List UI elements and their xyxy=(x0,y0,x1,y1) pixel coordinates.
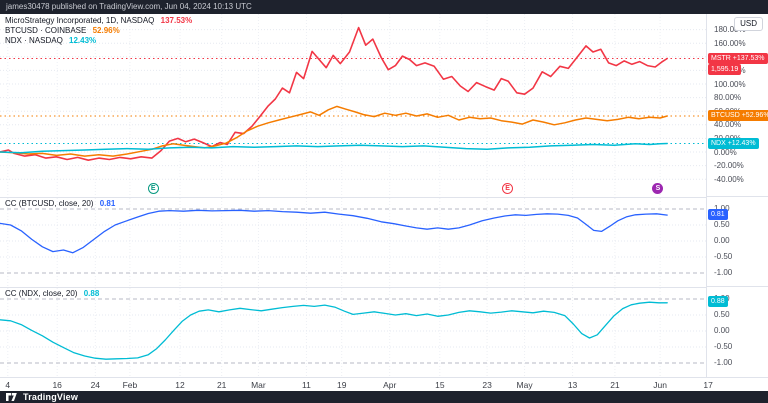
chart-legend: MicroStrategy Incorporated, 1D, NASDAQ 1… xyxy=(5,16,192,46)
cc-btcusd-canvas[interactable] xyxy=(0,198,706,288)
time-tick-label: 15 xyxy=(435,380,445,390)
time-tick-label: 21 xyxy=(610,380,620,390)
price-tick-label: 0.00 xyxy=(714,235,730,245)
price-scale-cc-btcusd[interactable]: 1.00 0.50 0.00 -0.50 -1.00 0.81 xyxy=(707,197,768,287)
time-tick-label: 17 xyxy=(703,380,713,390)
price-tick-label: 100.00% xyxy=(714,79,746,89)
legend-symbol-change: 137.53% xyxy=(160,16,193,25)
brand-bar: TradingView xyxy=(0,391,768,403)
indicator-title: CC (BTCUSD, close, 20) xyxy=(5,199,94,208)
earnings-marker-icon[interactable]: E xyxy=(147,183,159,194)
price-tick-label: -1.00 xyxy=(714,357,733,367)
price-badge: MSTR +137.53% xyxy=(708,52,768,64)
price-badge: 0.88 xyxy=(708,296,728,308)
cc-btcusd-legend[interactable]: CC (BTCUSD, close, 20) 0.81 xyxy=(5,199,115,209)
price-badge: 0.81 xyxy=(708,208,728,220)
price-tick-label: -40.00% xyxy=(714,174,744,184)
legend-symbol-title: NDX · NASDAQ xyxy=(5,36,63,45)
legend-item-btcusd[interactable]: BTCUSD · COINBASE 52.96% xyxy=(5,26,192,36)
time-tick-label: 13 xyxy=(567,380,578,390)
time-tick-month: Feb xyxy=(122,380,138,390)
legend-symbol-title: BTCUSD · COINBASE xyxy=(5,26,87,35)
time-tick-label: 16 xyxy=(52,380,62,390)
main-price-pane[interactable]: E E S MicroStrategy Incorporated, 1D, NASD… xyxy=(0,14,706,197)
time-tick-month: May xyxy=(516,380,533,390)
price-badge: BTCUSD +52.96% xyxy=(708,110,768,122)
price-tick-label: 180.00% xyxy=(714,25,746,35)
price-tick-label: 0.50 xyxy=(714,309,730,319)
publish-info-bar: james30478 published on TradingView.com,… xyxy=(0,0,768,14)
legend-symbol-change: 52.96% xyxy=(92,26,120,35)
main-chart-canvas[interactable] xyxy=(0,14,706,197)
legend-item-ndx[interactable]: NDX · NASDAQ 12.43% xyxy=(5,36,192,46)
time-tick-month: Mar xyxy=(251,380,266,390)
price-badge: NDX +12.43% xyxy=(708,138,759,150)
cc-ndx-canvas[interactable] xyxy=(0,288,706,378)
legend-item-mstr[interactable]: MicroStrategy Incorporated, 1D, NASDAQ 1… xyxy=(5,16,192,26)
publish-info-text: james30478 published on TradingView.com,… xyxy=(6,2,252,11)
legend-symbol-title: MicroStrategy Incorporated, 1D, NASDAQ xyxy=(5,16,155,25)
tradingview-logo-icon xyxy=(6,393,17,401)
time-tick-label: 23 xyxy=(482,380,492,390)
price-badge: 1,595.19 xyxy=(708,63,742,75)
price-tick-label: 0.50 xyxy=(714,219,730,229)
price-tick-label: 1.00 xyxy=(714,204,730,213)
cc-ndx-pane[interactable]: CC (NDX, close, 20) 0.88 xyxy=(0,287,706,378)
price-tick-label: -1.00 xyxy=(714,267,733,277)
indicator-title: CC (NDX, close, 20) xyxy=(5,289,78,298)
earnings-marker-icon[interactable]: E xyxy=(502,183,514,194)
time-tick-label: 11 xyxy=(301,380,311,390)
time-tick-month: Jun xyxy=(653,380,667,390)
cc-btcusd-pane[interactable]: CC (BTCUSD, close, 20) 0.81 xyxy=(0,197,706,288)
time-tick-month: Apr xyxy=(383,380,397,390)
cc-ndx-legend[interactable]: CC (NDX, close, 20) 0.88 xyxy=(5,289,99,299)
time-tick-label: 12 xyxy=(175,380,185,390)
time-tick-label: 4 xyxy=(5,380,11,390)
time-tick-label: 24 xyxy=(90,380,101,390)
price-tick-label: -0.50 xyxy=(714,341,733,351)
split-marker-icon[interactable]: S xyxy=(652,183,664,194)
price-scale[interactable]: USD 180.00%160.00%140.00%120.00%100.00%8… xyxy=(706,14,768,377)
time-axis[interactable]: 4 16 24 Feb 12 21 Mar 11 19 Apr 15 23 May 13 21 Jun 17 xyxy=(0,377,768,391)
currency-toggle[interactable]: USD xyxy=(734,17,763,31)
indicator-value: 0.88 xyxy=(83,289,100,298)
price-tick-label: -20.00% xyxy=(714,161,744,171)
price-tick-label: 0.00% xyxy=(714,147,737,157)
time-tick-label: 21 xyxy=(216,380,227,390)
legend-symbol-change: 12.43% xyxy=(69,36,97,45)
price-tick-label: 80.00% xyxy=(714,93,742,103)
price-scale-main[interactable]: 180.00%160.00%140.00%120.00%100.00%80.00… xyxy=(707,14,768,197)
indicator-value: 0.81 xyxy=(99,199,116,208)
brand-wordmark[interactable]: TradingView xyxy=(23,392,79,402)
price-tick-label: 160.00% xyxy=(714,38,746,48)
price-scale-cc-ndx[interactable]: 1.000.500.00-0.50-1.000.88 xyxy=(707,287,768,377)
price-tick-label: 40.00% xyxy=(714,120,742,130)
time-tick-label: 19 xyxy=(336,380,347,390)
price-tick-label: 0.00 xyxy=(714,325,730,335)
price-tick-label: -0.50 xyxy=(714,251,733,261)
